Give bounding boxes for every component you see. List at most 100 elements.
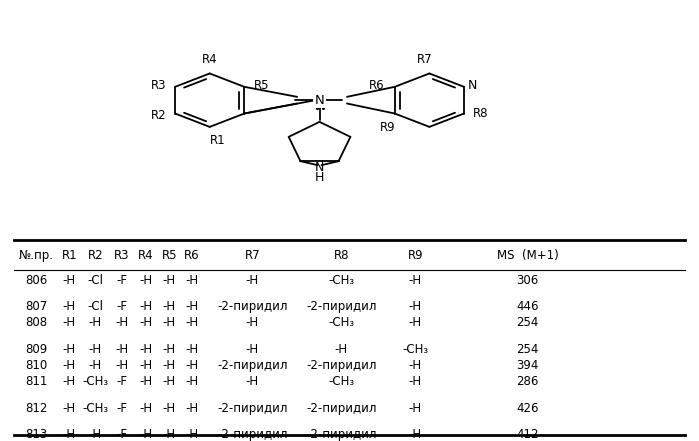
- Text: 809: 809: [25, 343, 48, 355]
- Text: 808: 808: [25, 316, 48, 329]
- Text: R2: R2: [87, 249, 103, 262]
- Text: -Cl: -Cl: [87, 273, 103, 287]
- Text: -H: -H: [185, 300, 199, 313]
- Text: -H: -H: [140, 428, 152, 441]
- Text: -H: -H: [140, 300, 152, 313]
- Text: -2-пиридил: -2-пиридил: [306, 428, 377, 441]
- Text: R9: R9: [380, 121, 395, 134]
- Text: -H: -H: [185, 375, 199, 389]
- Text: -2-пиридил: -2-пиридил: [217, 359, 287, 372]
- Text: -F: -F: [117, 428, 128, 441]
- Text: -H: -H: [409, 359, 421, 372]
- Text: -H: -H: [163, 316, 176, 329]
- Text: 286: 286: [517, 375, 539, 389]
- Text: R9: R9: [408, 249, 423, 262]
- Text: 254: 254: [517, 343, 539, 355]
- Text: -H: -H: [409, 300, 421, 313]
- Text: R2: R2: [150, 108, 166, 122]
- Text: H: H: [315, 172, 324, 184]
- Text: -H: -H: [89, 428, 102, 441]
- Text: -2-пиридил: -2-пиридил: [306, 402, 377, 415]
- Text: -H: -H: [409, 402, 421, 415]
- Text: -H: -H: [163, 359, 176, 372]
- Text: MS  (M+1): MS (M+1): [497, 249, 559, 262]
- Text: -H: -H: [185, 359, 199, 372]
- Text: N: N: [468, 78, 477, 92]
- Text: 394: 394: [517, 359, 539, 372]
- Text: 412: 412: [517, 428, 539, 441]
- Text: -H: -H: [163, 375, 176, 389]
- Text: -H: -H: [163, 300, 176, 313]
- Text: -2-пиридил: -2-пиридил: [217, 428, 287, 441]
- Text: R1: R1: [62, 249, 77, 262]
- Text: -F: -F: [117, 375, 128, 389]
- Text: -F: -F: [117, 273, 128, 287]
- Text: -H: -H: [115, 359, 129, 372]
- Text: -H: -H: [245, 273, 259, 287]
- Text: 306: 306: [517, 273, 539, 287]
- Text: -H: -H: [89, 359, 102, 372]
- Text: 254: 254: [517, 316, 539, 329]
- Text: -H: -H: [140, 402, 152, 415]
- Text: -CH₃: -CH₃: [402, 343, 428, 355]
- Text: -H: -H: [63, 428, 76, 441]
- Text: 811: 811: [25, 375, 48, 389]
- Text: -H: -H: [185, 273, 199, 287]
- Text: 813: 813: [25, 428, 48, 441]
- Text: -H: -H: [335, 343, 348, 355]
- Text: -CH₃: -CH₃: [329, 273, 354, 287]
- Text: -H: -H: [409, 273, 421, 287]
- Text: R5: R5: [254, 78, 270, 92]
- Text: R6: R6: [369, 78, 385, 92]
- Text: -H: -H: [185, 343, 199, 355]
- Text: R8: R8: [333, 249, 349, 262]
- Text: -H: -H: [63, 359, 76, 372]
- Text: R3: R3: [150, 78, 166, 92]
- Text: -H: -H: [63, 343, 76, 355]
- Text: -H: -H: [163, 343, 176, 355]
- Text: -CH₃: -CH₃: [329, 316, 354, 329]
- Text: -H: -H: [63, 273, 76, 287]
- Text: -H: -H: [163, 428, 176, 441]
- Text: -Cl: -Cl: [87, 300, 103, 313]
- Text: R4: R4: [138, 249, 154, 262]
- Text: -2-пиридил: -2-пиридил: [217, 402, 287, 415]
- Text: -F: -F: [117, 402, 128, 415]
- Text: -F: -F: [117, 300, 128, 313]
- Text: -H: -H: [89, 343, 102, 355]
- Text: N: N: [315, 161, 324, 174]
- Text: 812: 812: [25, 402, 48, 415]
- Text: -CH₃: -CH₃: [82, 402, 108, 415]
- Text: 446: 446: [517, 300, 539, 313]
- Text: -2-пиридил: -2-пиридил: [306, 300, 377, 313]
- Text: -CH₃: -CH₃: [82, 375, 108, 389]
- Text: N: N: [315, 93, 324, 107]
- Text: -H: -H: [140, 359, 152, 372]
- Text: -H: -H: [140, 343, 152, 355]
- Text: R1: R1: [210, 134, 225, 147]
- Text: -H: -H: [185, 316, 199, 329]
- Text: R4: R4: [202, 53, 217, 66]
- Text: -H: -H: [245, 316, 259, 329]
- Text: -H: -H: [63, 316, 76, 329]
- Text: -H: -H: [63, 375, 76, 389]
- Text: -H: -H: [185, 428, 199, 441]
- Text: 810: 810: [25, 359, 48, 372]
- Text: -H: -H: [115, 343, 129, 355]
- Text: 426: 426: [517, 402, 539, 415]
- Text: -H: -H: [163, 402, 176, 415]
- Text: R7: R7: [245, 249, 260, 262]
- Text: R5: R5: [161, 249, 177, 262]
- Text: -2-пиридил: -2-пиридил: [306, 359, 377, 372]
- Text: -H: -H: [89, 316, 102, 329]
- Text: -2-пиридил: -2-пиридил: [217, 300, 287, 313]
- Text: 807: 807: [25, 300, 48, 313]
- Text: -H: -H: [409, 428, 421, 441]
- Text: -H: -H: [115, 316, 129, 329]
- Text: -H: -H: [63, 300, 76, 313]
- Text: -H: -H: [140, 375, 152, 389]
- Text: -H: -H: [245, 375, 259, 389]
- Text: -H: -H: [409, 316, 421, 329]
- Text: -H: -H: [185, 402, 199, 415]
- Text: -H: -H: [140, 316, 152, 329]
